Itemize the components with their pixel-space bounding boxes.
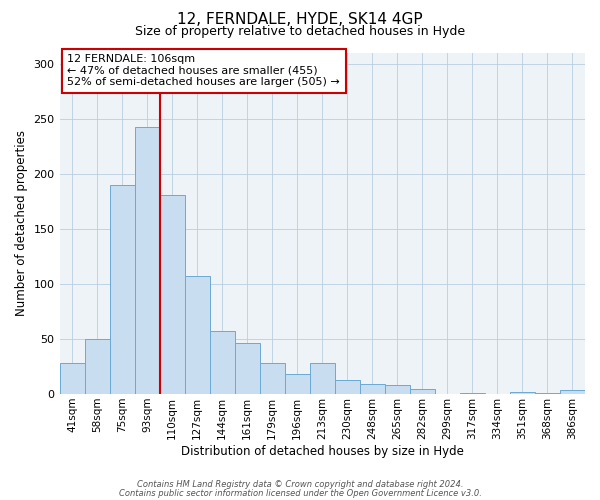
- Bar: [535, 393, 560, 394]
- Text: Size of property relative to detached houses in Hyde: Size of property relative to detached ho…: [135, 25, 465, 38]
- Bar: [360, 384, 385, 394]
- Bar: [460, 393, 485, 394]
- Bar: [385, 385, 410, 394]
- Y-axis label: Number of detached properties: Number of detached properties: [15, 130, 28, 316]
- Bar: [110, 184, 134, 394]
- Bar: [410, 388, 435, 394]
- Text: 12, FERNDALE, HYDE, SK14 4GP: 12, FERNDALE, HYDE, SK14 4GP: [177, 12, 423, 28]
- Bar: [85, 339, 110, 394]
- Bar: [560, 390, 585, 394]
- Bar: [335, 380, 360, 394]
- Bar: [185, 276, 209, 394]
- X-axis label: Distribution of detached houses by size in Hyde: Distribution of detached houses by size …: [181, 444, 464, 458]
- Bar: [59, 363, 85, 394]
- Bar: [235, 344, 260, 394]
- Bar: [510, 392, 535, 394]
- Text: Contains HM Land Registry data © Crown copyright and database right 2024.: Contains HM Land Registry data © Crown c…: [137, 480, 463, 489]
- Bar: [160, 194, 185, 394]
- Bar: [260, 363, 285, 394]
- Bar: [310, 363, 335, 394]
- Text: Contains public sector information licensed under the Open Government Licence v3: Contains public sector information licen…: [119, 488, 481, 498]
- Bar: [209, 331, 235, 394]
- Bar: [285, 374, 310, 394]
- Text: 12 FERNDALE: 106sqm
← 47% of detached houses are smaller (455)
52% of semi-detac: 12 FERNDALE: 106sqm ← 47% of detached ho…: [67, 54, 340, 88]
- Bar: [134, 128, 160, 394]
